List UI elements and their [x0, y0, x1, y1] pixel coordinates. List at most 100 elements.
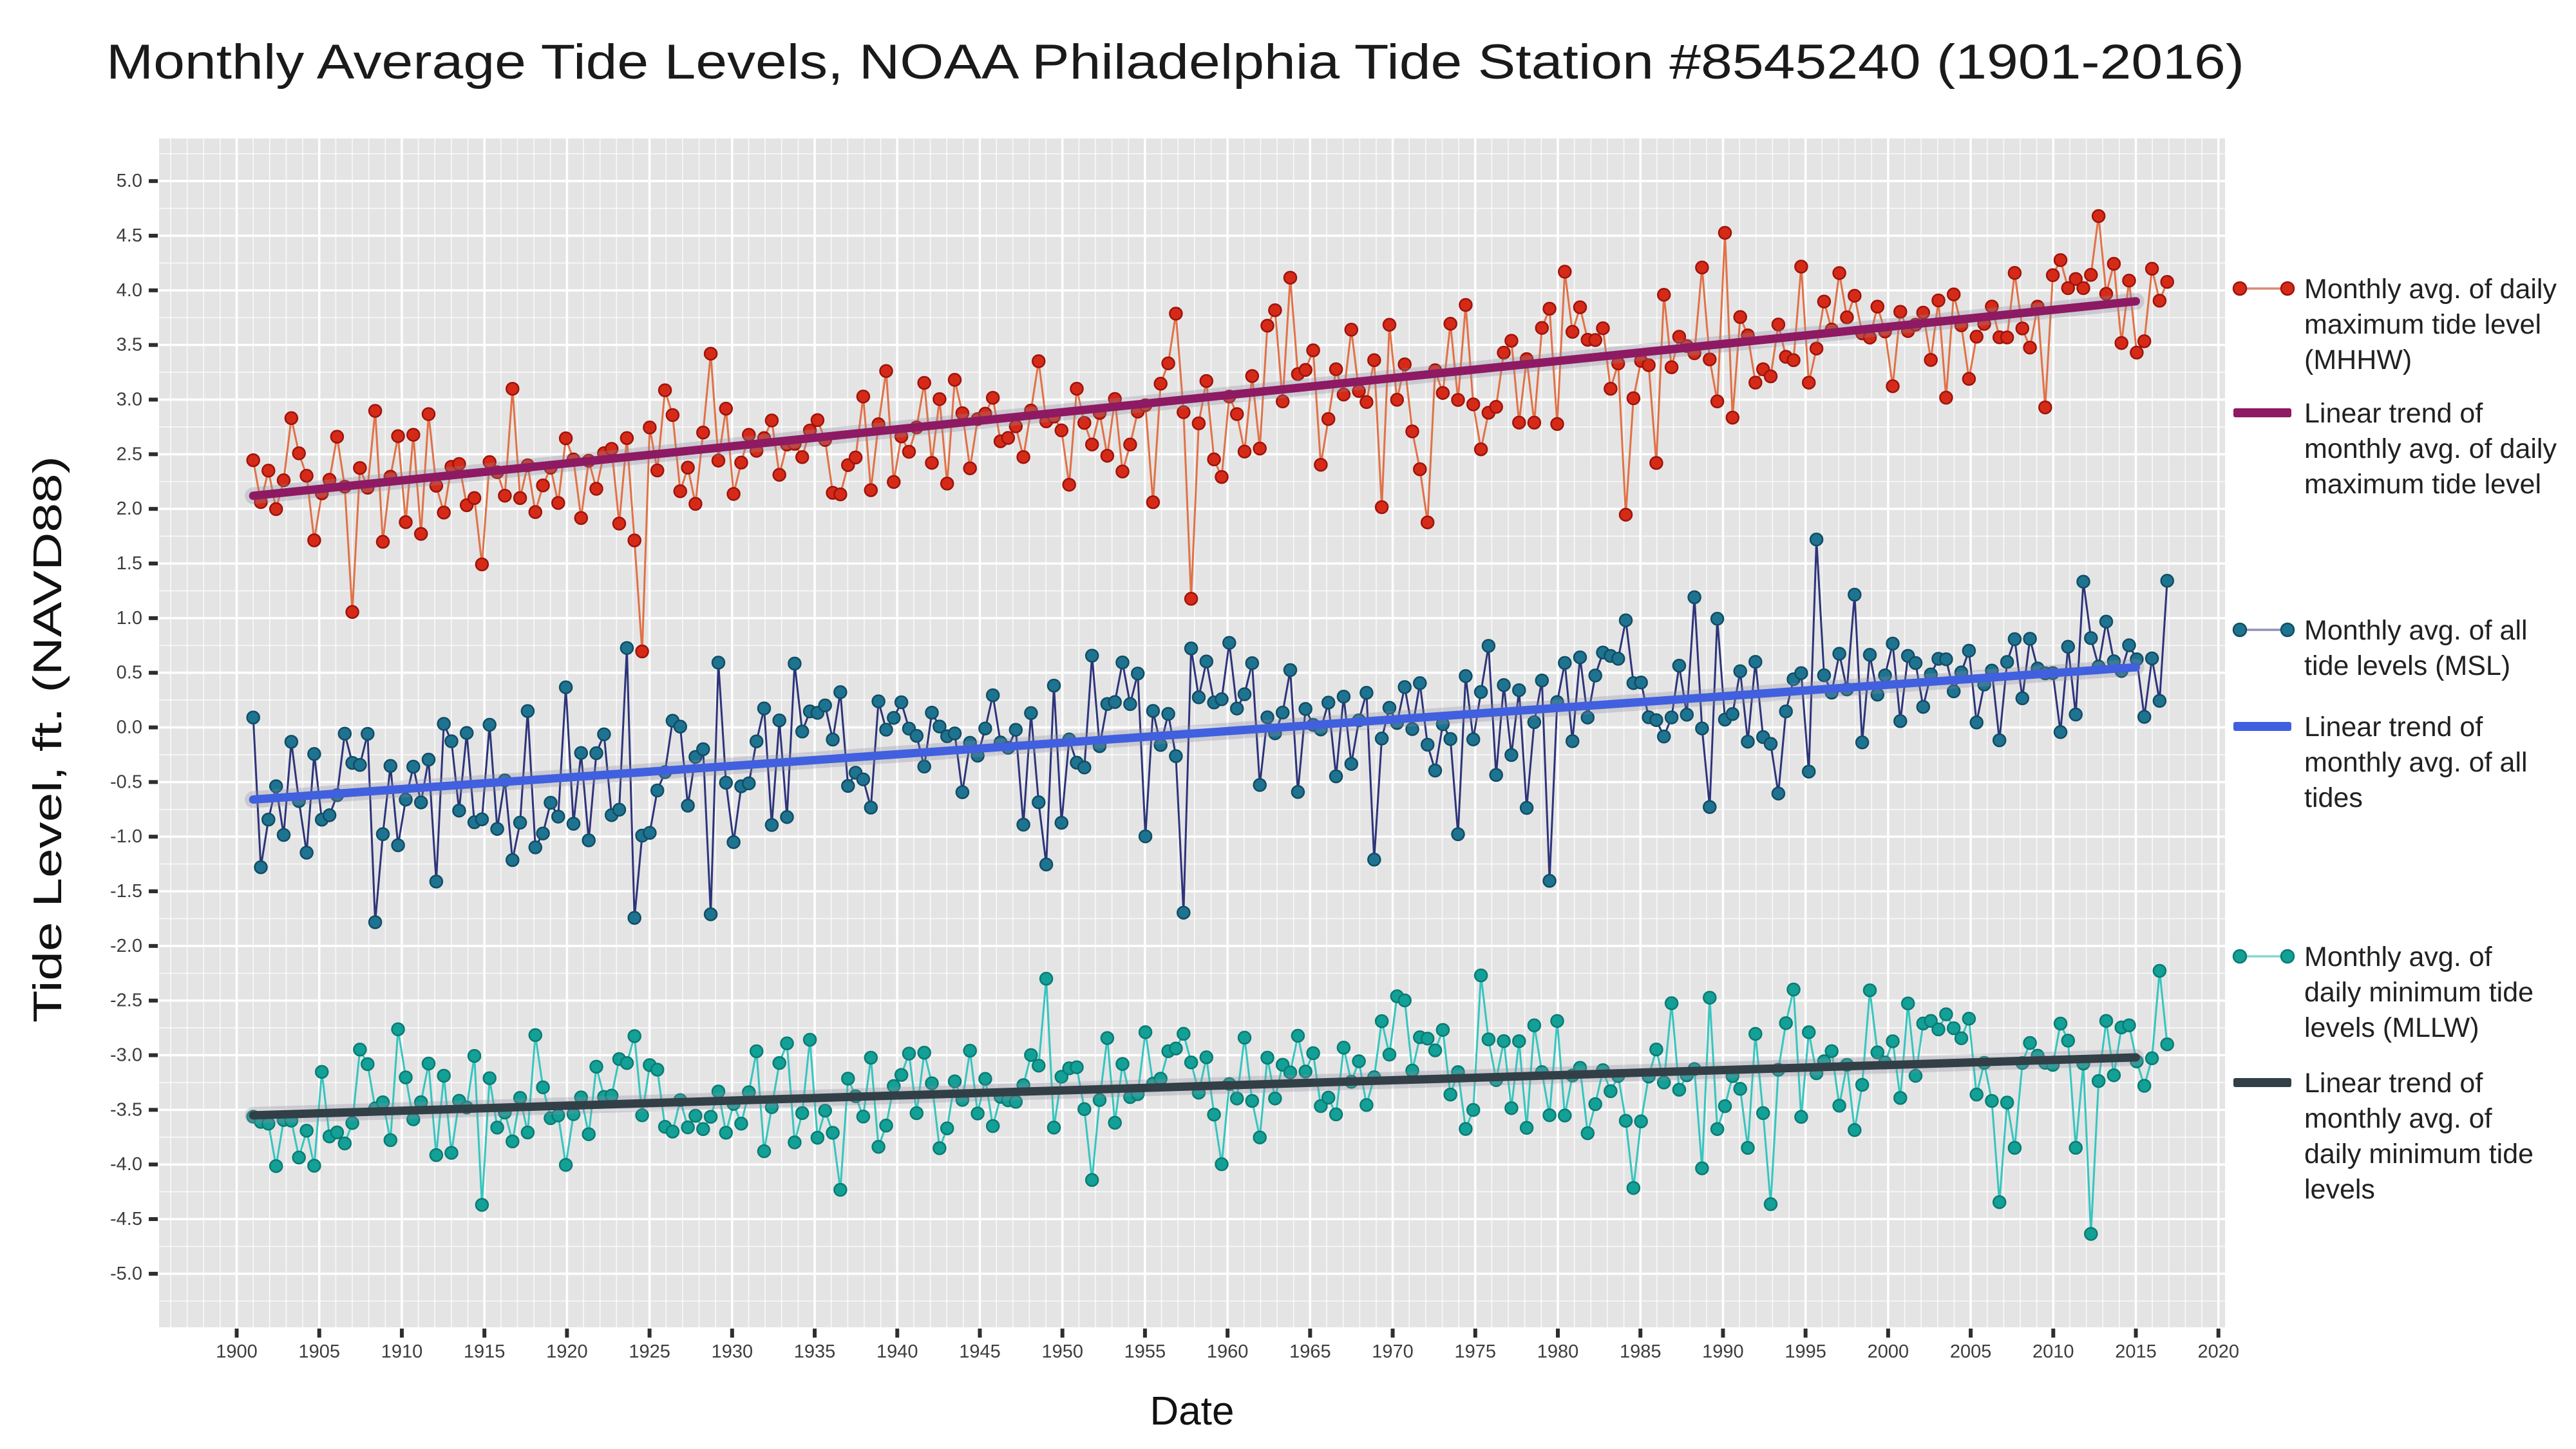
x-tick-label: 1970 — [1372, 1341, 1414, 1362]
data-point — [1489, 400, 1503, 414]
data-point — [681, 1120, 695, 1135]
data-point — [2023, 632, 2037, 646]
x-tick-label: 1945 — [959, 1341, 1001, 1362]
data-point — [1946, 287, 1961, 301]
x-tick-label: 1940 — [876, 1341, 918, 1362]
data-point — [985, 688, 1000, 703]
x-tick-label: 1990 — [1702, 1341, 1744, 1362]
data-point — [940, 1121, 954, 1135]
data-point — [1558, 1108, 1572, 1122]
data-point — [848, 450, 863, 465]
data-point — [1146, 495, 1160, 509]
data-point — [490, 822, 504, 836]
data-point — [1253, 441, 1267, 456]
data-point — [1946, 1021, 1961, 1036]
data-point — [413, 527, 428, 541]
data-point — [2084, 631, 2098, 645]
data-point — [1199, 1050, 1214, 1065]
data-point — [345, 1116, 359, 1130]
data-point — [719, 775, 734, 790]
data-point — [429, 1148, 444, 1162]
data-point — [2145, 261, 2159, 276]
data-point — [1024, 1048, 1038, 1062]
data-point — [1115, 464, 1130, 478]
data-point — [1344, 757, 1359, 771]
data-point — [2137, 1079, 2152, 1093]
data-point — [1924, 353, 1938, 367]
data-point — [833, 487, 848, 502]
data-point — [788, 1135, 802, 1150]
x-tick-label: 1960 — [1207, 1341, 1249, 1362]
data-point — [1527, 415, 1542, 430]
data-point — [1397, 993, 1412, 1008]
data-point — [864, 1050, 878, 1065]
data-point — [1367, 353, 1381, 368]
legend-msl-trend-label: monthly avg. of all — [2304, 747, 2528, 778]
data-point — [261, 812, 276, 827]
data-point — [1314, 1099, 1328, 1113]
data-point — [887, 710, 901, 725]
data-point — [2099, 614, 2114, 629]
data-point — [1832, 1099, 1846, 1113]
data-point — [1908, 656, 1923, 670]
data-point — [1275, 394, 1290, 409]
data-point — [2000, 330, 2014, 345]
data-point — [2137, 710, 2152, 724]
data-point — [2069, 707, 2083, 722]
data-point — [978, 721, 992, 735]
legend-mhhw-trend: Linear trend of monthly avg. of daily maxi… — [2233, 398, 2557, 500]
data-point — [1672, 1083, 1687, 1097]
data-point — [1054, 423, 1069, 438]
data-point — [1573, 300, 1587, 314]
x-tick-label: 1935 — [794, 1341, 836, 1362]
data-point — [292, 446, 306, 460]
data-point — [1695, 260, 1709, 275]
data-point — [703, 346, 718, 361]
legend-mhhw-points: Monthly avg. of daily maximum tide level (… — [2232, 274, 2557, 375]
data-point — [1001, 431, 1016, 445]
data-point — [399, 792, 413, 807]
data-point — [437, 506, 451, 520]
data-point — [2107, 256, 2121, 271]
data-point — [1862, 648, 1877, 662]
data-point — [909, 1106, 924, 1121]
data-point — [551, 810, 565, 824]
data-point — [978, 1072, 992, 1086]
data-point — [650, 1063, 665, 1077]
msl-series — [245, 532, 2174, 929]
data-point — [917, 759, 931, 774]
data-point — [833, 685, 848, 699]
data-point — [1580, 710, 1595, 724]
data-point — [963, 461, 977, 475]
data-point — [353, 1043, 367, 1057]
data-point — [1664, 996, 1679, 1010]
data-point — [894, 695, 909, 710]
data-point — [1336, 387, 1351, 402]
data-point — [292, 1150, 306, 1165]
data-point — [1161, 706, 1175, 721]
data-point — [1756, 1106, 1770, 1121]
data-point — [2122, 1018, 2136, 1032]
data-point — [437, 1068, 451, 1083]
data-point — [1588, 333, 1602, 347]
data-point — [1382, 701, 1397, 715]
data-point — [2069, 1141, 2083, 1155]
mllw-series — [245, 963, 2174, 1241]
data-point — [1046, 1121, 1061, 1135]
data-point — [1939, 652, 1953, 667]
data-point — [1207, 452, 1221, 467]
data-point — [1420, 1031, 1435, 1046]
data-point — [2099, 1014, 2114, 1028]
data-point — [620, 1056, 634, 1070]
data-point — [1939, 1007, 1953, 1021]
data-point — [2107, 1068, 2121, 1083]
data-point — [780, 1036, 794, 1050]
data-point — [1032, 795, 1046, 810]
data-point — [650, 463, 665, 478]
data-point — [703, 1110, 718, 1124]
data-point — [1969, 1087, 1984, 1102]
data-point — [1390, 393, 1405, 407]
data-point — [1649, 713, 1663, 727]
data-point — [1519, 800, 1534, 815]
data-point — [696, 425, 710, 440]
